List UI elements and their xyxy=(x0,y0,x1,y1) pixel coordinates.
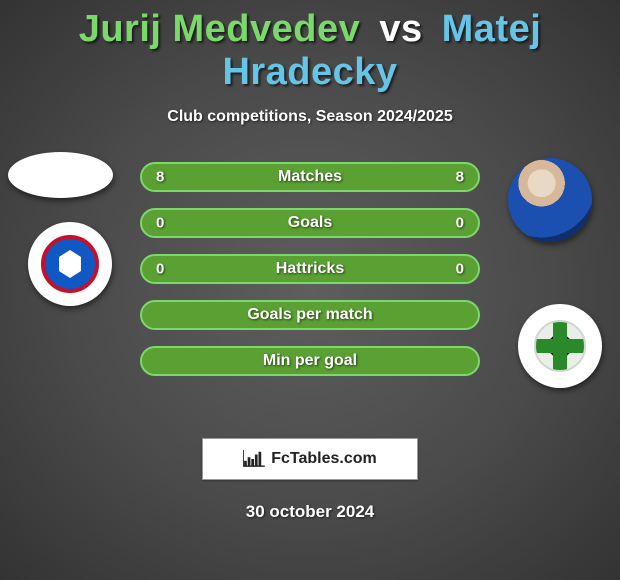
subtitle: Club competitions, Season 2024/2025 xyxy=(0,108,620,126)
stats-area: 8 Matches 8 0 Goals 0 0 Hattricks 0 Goal… xyxy=(0,162,620,422)
stat-value-left: 0 xyxy=(156,261,164,278)
page-title: Jurij Medvedev vs Matej Hradecky xyxy=(0,0,620,94)
player2-avatar xyxy=(508,158,592,242)
stat-value-right: 0 xyxy=(456,261,464,278)
stat-label: Hattricks xyxy=(276,260,344,278)
stat-row-min-per-goal: Min per goal xyxy=(140,346,480,376)
stat-row-goals-per-match: Goals per match xyxy=(140,300,480,330)
brand-box: FcTables.com xyxy=(202,438,418,480)
vs-text: vs xyxy=(371,8,430,50)
stat-label: Matches xyxy=(278,168,342,186)
player1-club-badge xyxy=(28,222,112,306)
stat-label: Goals xyxy=(288,214,332,232)
player1-name: Jurij Medvedev xyxy=(79,8,361,50)
stat-value-left: 8 xyxy=(156,169,164,186)
player2-club-badge xyxy=(518,304,602,388)
stat-rows: 8 Matches 8 0 Goals 0 0 Hattricks 0 Goal… xyxy=(140,162,480,376)
stat-value-right: 8 xyxy=(456,169,464,186)
date-text: 30 october 2024 xyxy=(0,502,620,522)
stat-row-hattricks: 0 Hattricks 0 xyxy=(140,254,480,284)
stat-label: Min per goal xyxy=(263,352,357,370)
stat-value-left: 0 xyxy=(156,215,164,232)
chart-icon xyxy=(243,450,265,468)
stat-label: Goals per match xyxy=(247,306,372,324)
stat-row-goals: 0 Goals 0 xyxy=(140,208,480,238)
stat-value-right: 0 xyxy=(456,215,464,232)
stat-row-matches: 8 Matches 8 xyxy=(140,162,480,192)
brand-text: FcTables.com xyxy=(271,450,377,468)
player1-avatar xyxy=(8,152,113,198)
